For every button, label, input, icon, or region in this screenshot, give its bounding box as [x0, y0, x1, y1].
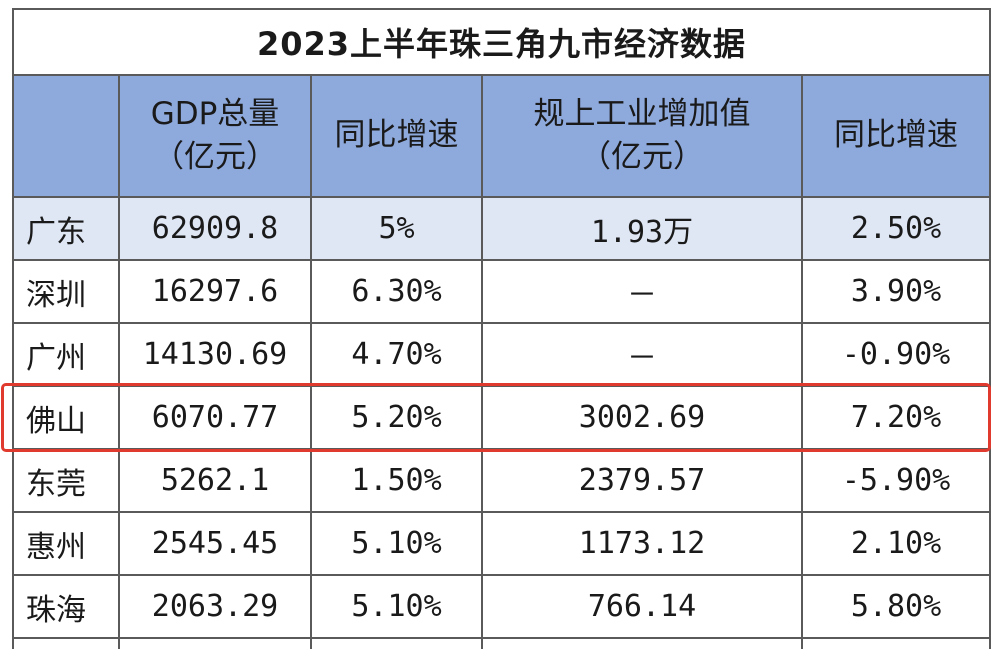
cell-industry-growth: 7.20%	[800, 385, 992, 450]
cell-city: 广东	[12, 196, 120, 261]
cell-city: 深圳	[12, 259, 120, 324]
table-row-partial	[12, 637, 992, 649]
table-title: 2023上半年珠三角九市经济数据	[11, 8, 992, 76]
header-cell-city	[12, 74, 120, 198]
cell-city: 惠州	[12, 511, 120, 576]
table-row: 佛山 6070.77 5.20% 3002.69 7.20%	[12, 385, 992, 450]
header-industry-line2: （亿元）	[580, 139, 704, 175]
cell-gdp-growth: 6.30%	[310, 259, 483, 324]
table-body: 广东 62909.8 5% 1.93万 2.50% 深圳 16297.6 6.30% － 3.90…	[12, 196, 992, 639]
table-row: 惠州 2545.45 5.10% 1173.12 2.10%	[12, 511, 992, 576]
cell-industry-growth: -5.90%	[800, 448, 992, 513]
cell-industry: 3002.69	[481, 385, 803, 450]
header-gdp-line2: （亿元）	[153, 139, 277, 175]
table-row: 珠海 2063.29 5.10% 766.14 5.80%	[12, 574, 992, 639]
header-gdp-line1: GDP总量	[150, 95, 280, 132]
cell-gdp-growth: 5.20%	[310, 385, 483, 450]
header-gdp-growth-label: 同比增速	[334, 117, 459, 154]
cell-industry: 2379.57	[481, 448, 803, 513]
cell-city: 广州	[12, 322, 120, 387]
cell-industry: －	[481, 322, 803, 387]
cell-gdp-growth: 5%	[310, 196, 483, 261]
title-row: 2023上半年珠三角九市经济数据	[11, 8, 992, 76]
header-industry-line1: 规上工业增加值	[533, 95, 751, 132]
header-row: GDP总量 （亿元） 同比增速 规上工业增加值 （亿元） 同比增速	[12, 74, 992, 198]
table-row: 东莞 5262.1 1.50% 2379.57 -5.90%	[12, 448, 992, 513]
cell-gdp: 14130.69	[118, 322, 312, 387]
cell-gdp-growth: 4.70%	[310, 322, 483, 387]
cell-industry-growth: -0.90%	[800, 322, 992, 387]
cell-gdp: 6070.77	[118, 385, 312, 450]
cell-gdp: 5262.1	[118, 448, 312, 513]
cell-gdp: 2063.29	[118, 574, 312, 639]
cell-gdp-growth: 5.10%	[310, 574, 483, 639]
cell-gdp: 2545.45	[118, 511, 312, 576]
cell-industry-growth: 2.10%	[800, 511, 992, 576]
cell-industry: 766.14	[481, 574, 803, 639]
cell-industry-growth: 5.80%	[800, 574, 992, 639]
header-industry-growth-label: 同比增速	[834, 117, 959, 154]
cell-industry: －	[481, 259, 803, 324]
cell-gdp: 16297.6	[118, 259, 312, 324]
cell-industry: 1.93万	[481, 196, 803, 261]
table-row: 深圳 16297.6 6.30% － 3.90%	[12, 259, 992, 324]
table-row: 广州 14130.69 4.70% － -0.90%	[12, 322, 992, 387]
cell-city: 佛山	[12, 385, 120, 450]
cell-gdp-growth: 1.50%	[310, 448, 483, 513]
header-cell-gdp: GDP总量 （亿元）	[118, 74, 312, 198]
cell-gdp: 62909.8	[118, 196, 312, 261]
economic-data-table: 2023上半年珠三角九市经济数据 GDP总量 （亿元） 同比增速 规上工业增加值…	[11, 8, 992, 649]
header-cell-industry: 规上工业增加值 （亿元）	[481, 74, 803, 198]
cell-industry-growth: 3.90%	[800, 259, 992, 324]
header-cell-industry-growth: 同比增速	[800, 74, 992, 198]
cell-industry-growth: 2.50%	[800, 196, 992, 261]
table-row: 广东 62909.8 5% 1.93万 2.50%	[12, 196, 992, 261]
cell-industry: 1173.12	[481, 511, 803, 576]
header-cell-gdp-growth: 同比增速	[310, 74, 483, 198]
cell-gdp-growth: 5.10%	[310, 511, 483, 576]
cell-city: 东莞	[12, 448, 120, 513]
cell-city: 珠海	[12, 574, 120, 639]
